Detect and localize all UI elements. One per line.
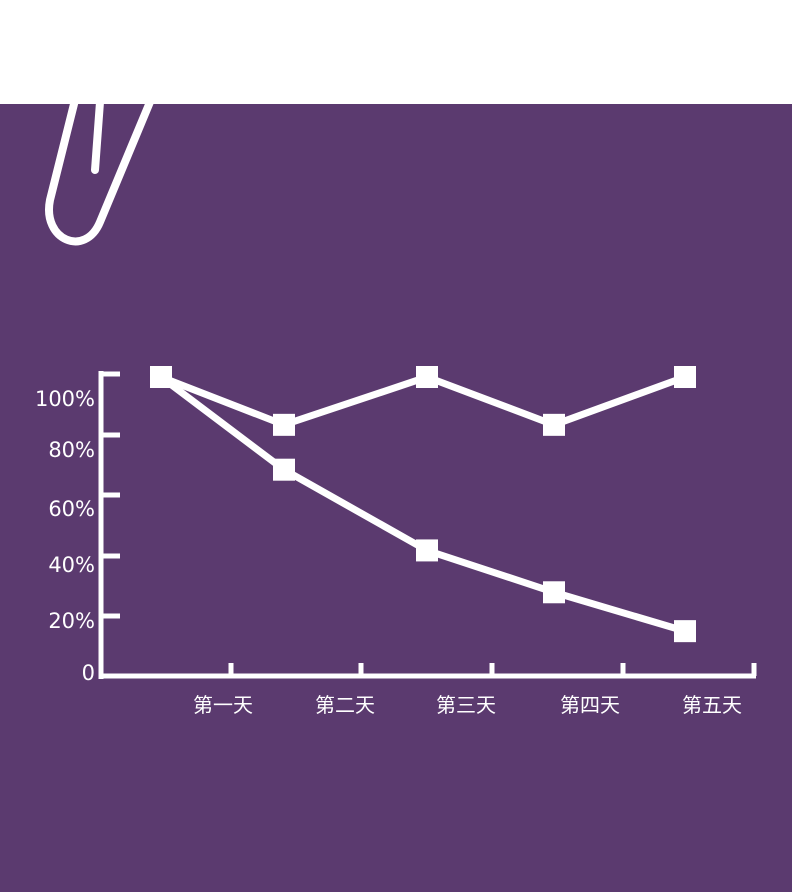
y-axis: [98, 371, 120, 679]
series-2-marker: [674, 620, 696, 643]
y-tick-labels: 0 20% 40% 60% 80% 100%: [35, 387, 95, 685]
y-tick-label: 80%: [48, 438, 95, 462]
x-category-label: 第三天: [436, 693, 496, 717]
series-lines: [158, 373, 687, 635]
series-1-marker: [674, 366, 696, 388]
x-category-labels: 第一天 第二天 第三天 第四天 第五天: [193, 693, 742, 717]
top-white-band: [0, 0, 792, 104]
series-2-marker: [416, 539, 438, 562]
series-markers: [150, 366, 696, 643]
y-tick-label: 100%: [35, 387, 95, 411]
paperclip-icon: [45, 96, 154, 246]
series-1-marker: [543, 413, 565, 436]
purple-panel: [0, 104, 792, 892]
y-tick-label: 60%: [48, 497, 95, 521]
y-tick-label: 0: [82, 661, 95, 685]
series-2-marker: [273, 458, 295, 481]
x-category-label: 第二天: [315, 693, 375, 717]
x-category-label: 第五天: [682, 693, 742, 717]
series-2-line: [158, 374, 686, 635]
x-category-label: 第一天: [193, 693, 253, 717]
series-2-marker: [150, 366, 172, 388]
x-category-label: 第四天: [560, 693, 620, 717]
series-1-marker: [416, 366, 438, 388]
y-tick-label: 40%: [48, 553, 95, 577]
y-tick-label: 20%: [48, 609, 95, 633]
x-axis: [99, 663, 757, 679]
series-1-marker: [273, 413, 295, 436]
series-2-marker: [543, 581, 565, 604]
